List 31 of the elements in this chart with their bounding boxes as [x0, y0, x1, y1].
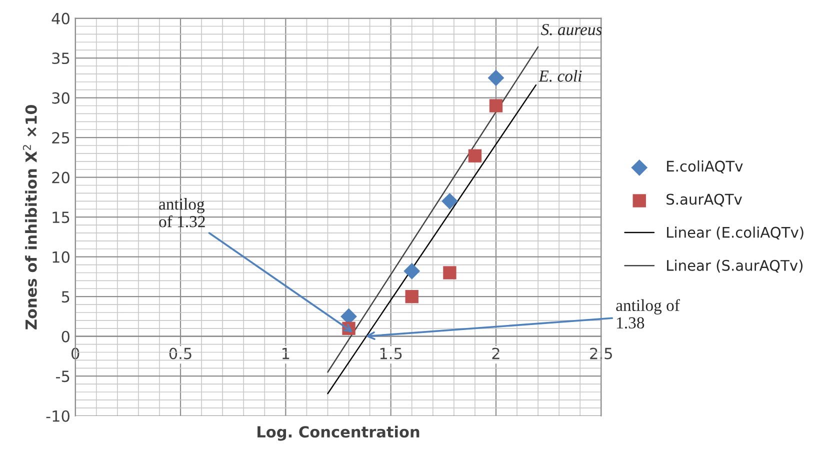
- y-tick-label: -10: [46, 410, 70, 422]
- x-tick-label: 1: [282, 348, 290, 360]
- legend-label: S.aurAQTv: [666, 194, 742, 206]
- x-tick-label: 2: [492, 348, 500, 360]
- annotation: E. coli: [538, 70, 582, 82]
- point: [468, 149, 482, 162]
- x-axis-title: Log. Concentration: [258, 426, 420, 441]
- legend-label: Linear (E.coliAQTv): [667, 226, 804, 240]
- y-tick-label: 25: [52, 132, 70, 144]
- y-tick-label: 35: [52, 52, 70, 64]
- point: [488, 70, 504, 86]
- annotation: antilog of 1.38: [616, 299, 680, 329]
- y-tick-label: -5: [56, 370, 70, 382]
- y-tick-label: 0: [62, 330, 70, 342]
- y-tick-label: 15: [52, 212, 70, 224]
- point: [489, 99, 503, 112]
- point: [405, 290, 418, 304]
- y-tick-label: 30: [52, 92, 70, 104]
- point: [443, 266, 456, 280]
- x-tick-label: 1.5: [380, 348, 402, 360]
- y-tick-label: 10: [52, 251, 70, 263]
- y-tick-label: 40: [52, 12, 70, 24]
- annotation: S. aureus: [541, 24, 602, 36]
- legend-label: E.coliAQTv: [667, 160, 743, 174]
- legend-label: Linear (S.aurAQTv): [667, 260, 803, 273]
- point: [442, 192, 458, 210]
- y-tick-label: 20: [52, 172, 70, 184]
- y-axis-title: Zones of inhibition X$^{2}$ ×10: [22, 104, 37, 330]
- annotation: antilog of 1.32: [159, 198, 205, 228]
- point: [404, 262, 420, 280]
- y-tick-label: 5: [62, 291, 70, 303]
